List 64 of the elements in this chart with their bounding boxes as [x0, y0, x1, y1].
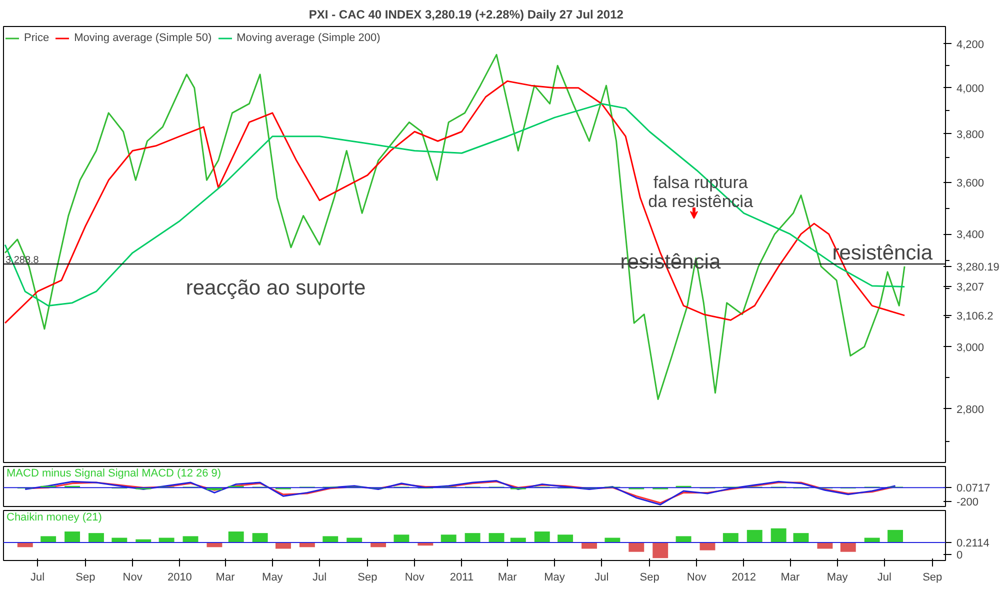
y-tick-label: 3,600 [956, 178, 984, 190]
chart-title: MACD minus Signal Signal MACD (12 26 9) [6, 468, 222, 480]
bar [64, 531, 80, 542]
y-tick-label: 4,200 [956, 38, 984, 51]
legend-label: Moving average (Simple 200) [236, 32, 380, 44]
y-tick-label: 3,800 [956, 128, 984, 141]
bar [534, 531, 550, 542]
x-tick-label: Sep [640, 572, 660, 584]
x-tick-label: Jul [30, 572, 45, 584]
x-tick-label: Nov [122, 572, 143, 584]
x-tick-label: May [262, 572, 284, 584]
x-tick-label: Jul [312, 572, 327, 584]
legend-label: Price [24, 32, 50, 44]
x-tick-label: Sep [922, 572, 942, 584]
x-tick-label: 2012 [732, 572, 756, 584]
bar [770, 528, 786, 542]
legend-label: Moving average (Simple 50) [74, 32, 212, 44]
x-tick-label: Sep [358, 572, 378, 584]
bar [888, 530, 903, 542]
bar [322, 536, 338, 542]
x-tick-label: 2011 [450, 572, 474, 584]
x-tick-label: Sep [76, 572, 96, 584]
y-tick-label: 4,000 [956, 82, 984, 95]
bar [228, 531, 244, 542]
bar [722, 533, 738, 542]
bar [700, 542, 716, 550]
bar [558, 534, 574, 542]
x-tick-label: 2010 [167, 572, 192, 584]
x-tick-label: Jul [877, 572, 892, 584]
bar [394, 534, 410, 542]
bar [252, 533, 268, 542]
x-tick-label: Nov [686, 572, 707, 584]
bar [793, 533, 809, 542]
annotation: reacção ao suporte [186, 276, 366, 300]
x-tick-label: Mar [216, 572, 236, 584]
bar [676, 536, 692, 542]
text: 0.2114 [956, 537, 990, 550]
x-tick-label: Jul [594, 572, 609, 584]
y-tick-label: 3,106.2 [956, 310, 994, 322]
bar [746, 530, 762, 542]
bar [182, 536, 198, 542]
x-tick-label: Mar [498, 572, 518, 584]
bar [440, 534, 456, 542]
text: 0.0717 [956, 482, 990, 495]
bar [40, 536, 56, 542]
x-tick-label: May [826, 572, 848, 584]
y-tick-label: 3,280.19 [956, 261, 1000, 274]
bar [652, 542, 668, 558]
bar [488, 533, 504, 542]
x-tick-label: May [544, 572, 566, 584]
bar [628, 542, 644, 552]
bar [840, 542, 856, 552]
x-tick-label: Nov [404, 572, 425, 584]
chart-title: PXI - CAC 40 INDEX 3,280.19 (+2.28%) Daily 27 Jul 2012 [308, 8, 624, 22]
bar [88, 533, 104, 542]
text: -200 [956, 496, 979, 509]
y-tick-label: 3,400 [956, 229, 984, 242]
y-tick-label: 3,207 [956, 282, 984, 294]
chart-title: Chaikin money (21) [6, 512, 102, 524]
bar [464, 533, 480, 542]
y-tick-label: 3,000 [956, 342, 984, 354]
x-tick-label: Mar [780, 572, 800, 584]
y-tick-label: 2,800 [956, 404, 984, 416]
text: 0 [956, 550, 963, 562]
